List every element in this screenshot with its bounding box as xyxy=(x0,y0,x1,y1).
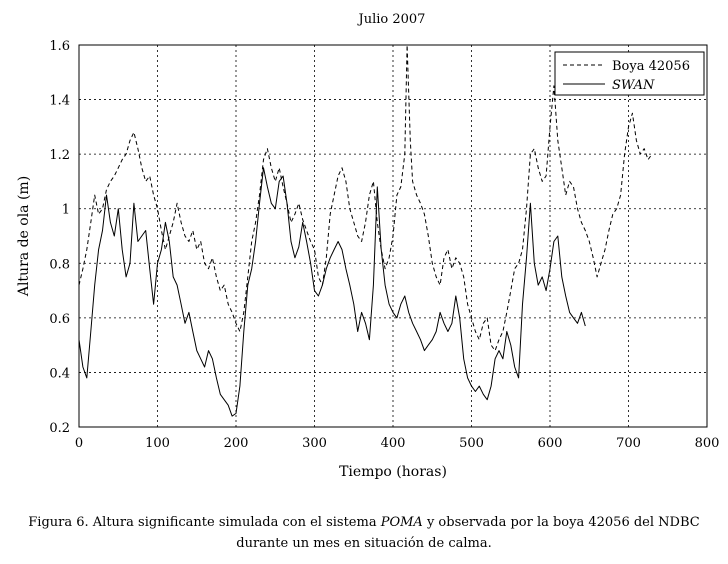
series-line-swan xyxy=(78,167,586,417)
legend-label-swan: SWAN xyxy=(612,78,655,93)
caption-emph: POMA xyxy=(380,515,423,530)
x-tick-label: 200 xyxy=(224,436,249,451)
x-tick-label: 700 xyxy=(616,436,641,451)
plot-frame xyxy=(78,44,708,428)
series-line-boya-42056 xyxy=(78,44,653,352)
legend-box xyxy=(554,51,705,96)
ticks: 0 100 200 300 400 500 600 700 800 0.2 0.4 0.6 0.8 1 1.… xyxy=(49,39,719,451)
caption-line-2: durante un mes en situación de calma. xyxy=(236,536,492,551)
caption-line-1: Figura 6. Altura significante simulada c… xyxy=(0,512,728,533)
chart: Julio 2007 0 100 200 300 400 500 600 700 8000.20… xyxy=(16,12,719,480)
y-tick-label: 0.2 xyxy=(49,421,70,436)
series-layer xyxy=(78,44,653,417)
x-tick-label: 100 xyxy=(145,436,170,451)
x-axis-label: Tiempo (horas) xyxy=(339,464,447,480)
caption-prefix: Figura 6. Altura significante simulada c… xyxy=(28,515,381,530)
caption-suffix: y observada por la boya 42056 del NDBC xyxy=(422,515,700,530)
x-tick-label: 0 xyxy=(75,436,83,451)
y-tick-label: 1.4 xyxy=(49,94,70,109)
y-tick-label: 1.2 xyxy=(49,148,70,163)
legend: Boya 42056 SWAN xyxy=(554,51,705,96)
y-axis-label: Altura de ola (m) xyxy=(16,176,32,297)
y-tick-label: 0.6 xyxy=(49,312,70,327)
x-tick-label: 300 xyxy=(302,436,327,451)
x-tick-label: 800 xyxy=(695,436,720,451)
x-tick-label: 400 xyxy=(381,436,406,451)
y-tick-label: 0.8 xyxy=(49,257,70,272)
y-tick-label: 0.4 xyxy=(49,366,70,381)
legend-label-boya: Boya 42056 xyxy=(612,59,690,74)
figure-caption: Figura 6. Altura significante simulada c… xyxy=(0,512,728,554)
y-tick-label: 1.6 xyxy=(49,39,70,54)
x-tick-label: 600 xyxy=(538,436,563,451)
x-tick-label: 500 xyxy=(459,436,484,451)
y-tick-label: 1 xyxy=(62,203,70,218)
chart-title: Julio 2007 xyxy=(357,12,426,27)
